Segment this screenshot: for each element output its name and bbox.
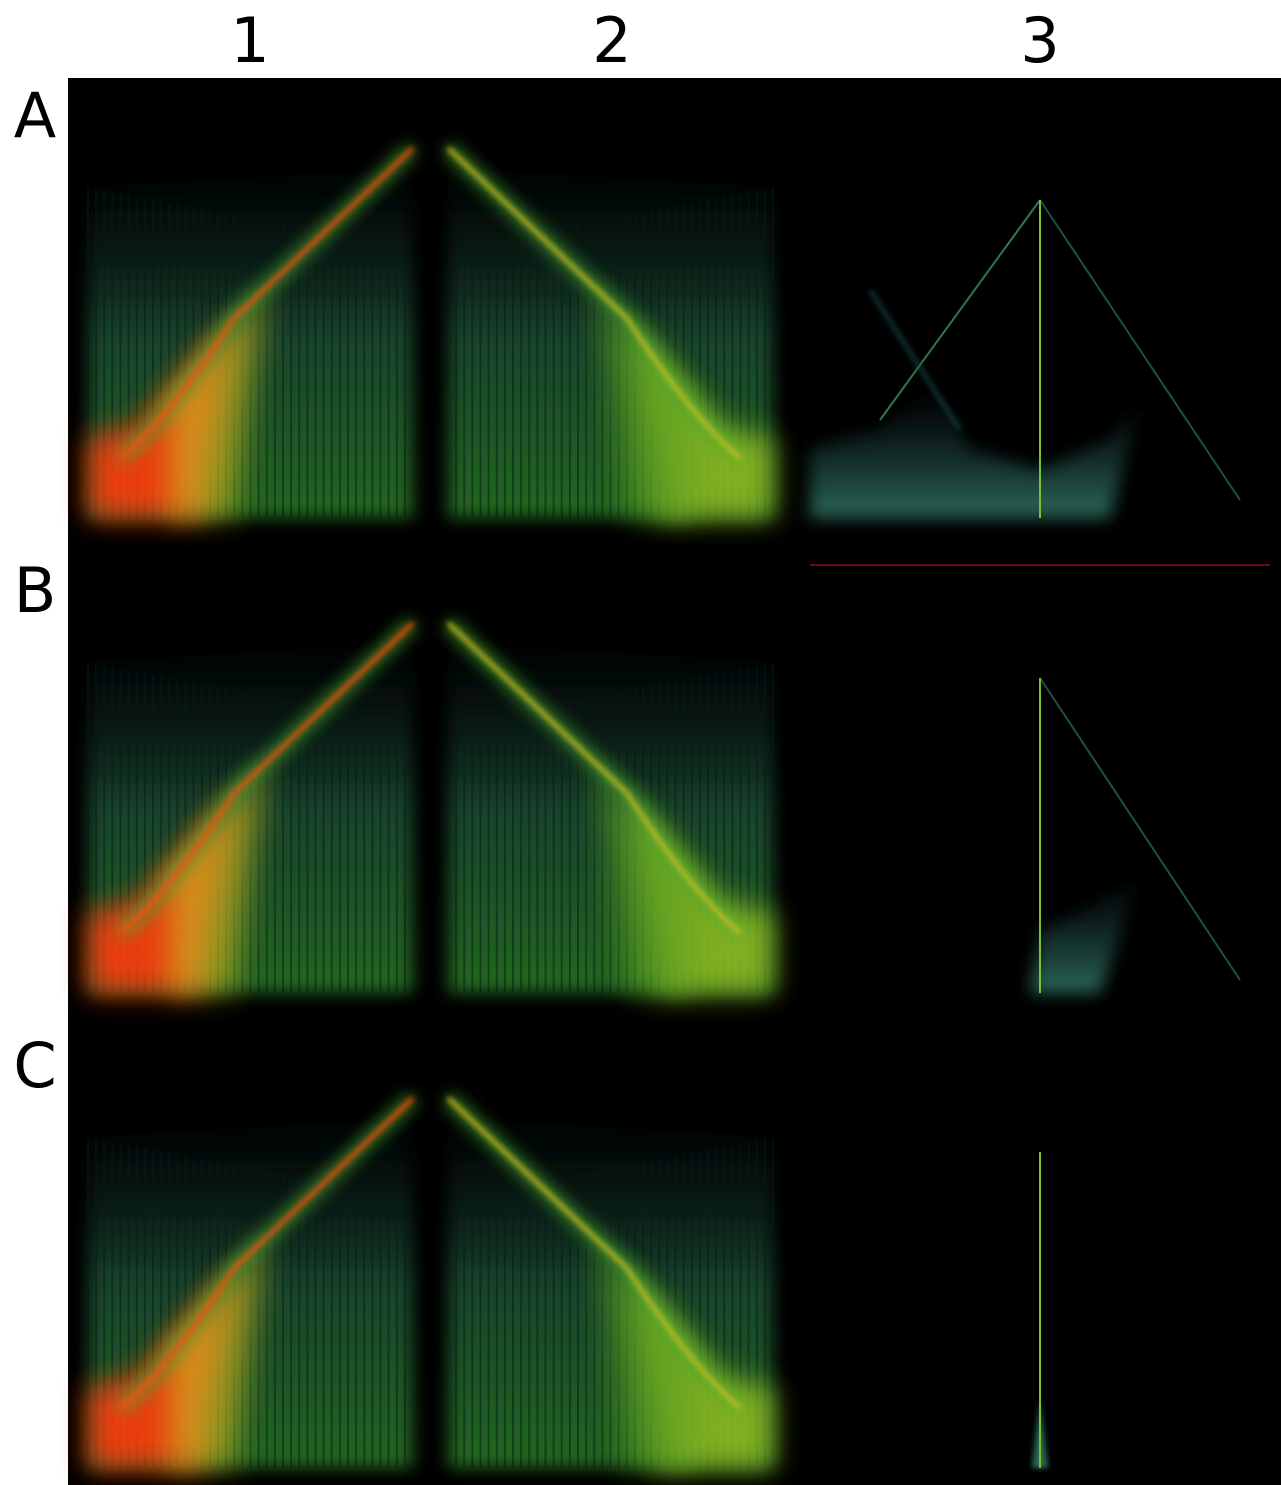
teal-blob	[810, 390, 1140, 518]
mid-region	[169, 1238, 267, 1468]
panel	[1030, 677, 1241, 993]
mid-region	[169, 763, 267, 993]
ridge-line	[119, 146, 415, 460]
panel	[443, 142, 774, 518]
column-label: 3	[1020, 4, 1059, 77]
mid-region	[594, 288, 692, 518]
edge	[1039, 199, 1241, 501]
panel	[443, 1092, 774, 1468]
edge	[1039, 677, 1241, 981]
ridge-line	[119, 1096, 415, 1410]
panel	[810, 199, 1241, 518]
panel	[443, 617, 774, 993]
ridge-line	[446, 146, 742, 460]
row-label: B	[14, 554, 57, 627]
column-label: 2	[592, 4, 631, 77]
teal-blob	[1030, 875, 1140, 993]
panel	[1032, 1152, 1048, 1468]
panel	[87, 142, 418, 518]
row-label: C	[13, 1029, 56, 1102]
ridge-line	[446, 621, 742, 935]
mid-region	[169, 288, 267, 518]
mid-region	[594, 1238, 692, 1468]
column-label: 1	[230, 4, 269, 77]
row-label: A	[14, 79, 56, 152]
panel	[87, 617, 418, 993]
ridge-line	[446, 1096, 742, 1410]
mid-region	[594, 763, 692, 993]
ridge-line	[119, 621, 415, 935]
panel	[87, 1092, 418, 1468]
edge	[879, 199, 1041, 421]
edge	[868, 289, 962, 431]
